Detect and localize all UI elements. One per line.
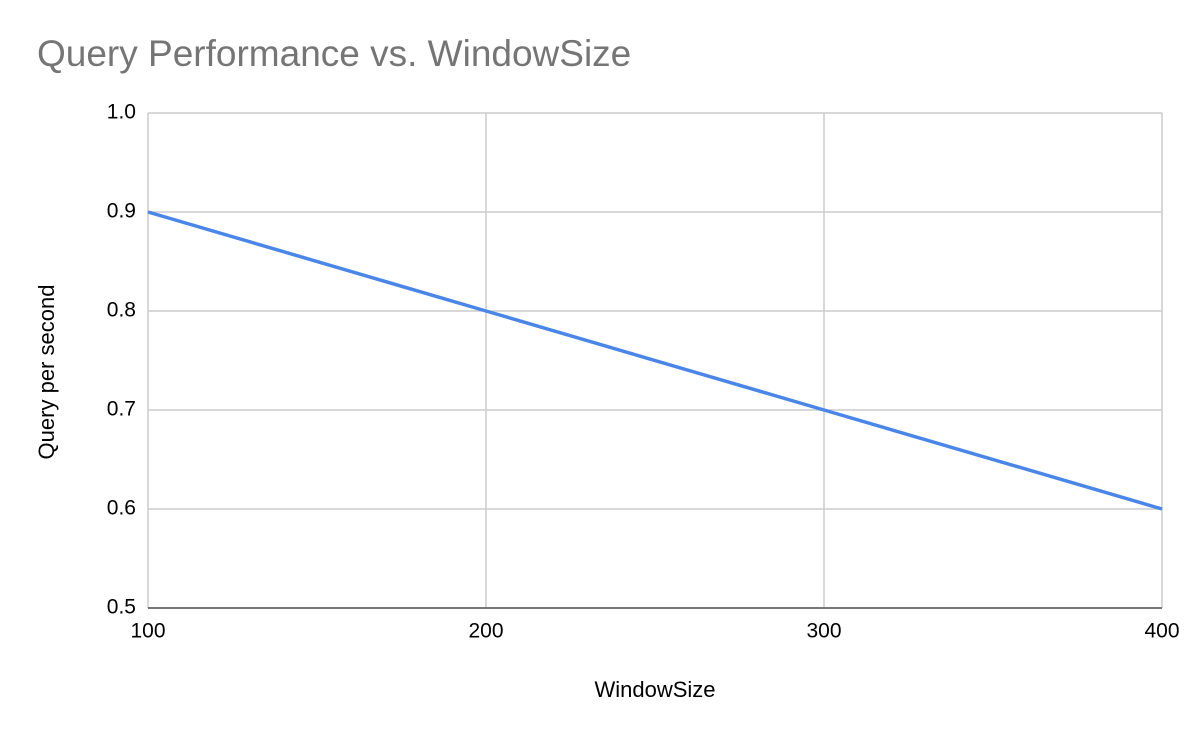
x-tick-label: 200 <box>468 620 503 643</box>
chart-title: Query Performance vs. WindowSize <box>37 33 631 74</box>
x-axis-label: WindowSize <box>594 677 715 702</box>
y-tick-label: 1.0 <box>107 101 136 124</box>
y-tick-label: 0.9 <box>107 200 136 223</box>
y-axis-label: Query per second <box>34 285 59 460</box>
x-tick-label: 100 <box>130 620 165 643</box>
y-tick-label: 0.7 <box>107 398 136 421</box>
x-tick-label: 300 <box>806 620 841 643</box>
y-tick-label: 0.6 <box>107 497 136 520</box>
y-tick-label: 0.8 <box>107 299 136 322</box>
line-series <box>147 210 1163 511</box>
y-tick-label: 0.5 <box>107 596 136 619</box>
x-tick-label: 400 <box>1144 620 1179 643</box>
